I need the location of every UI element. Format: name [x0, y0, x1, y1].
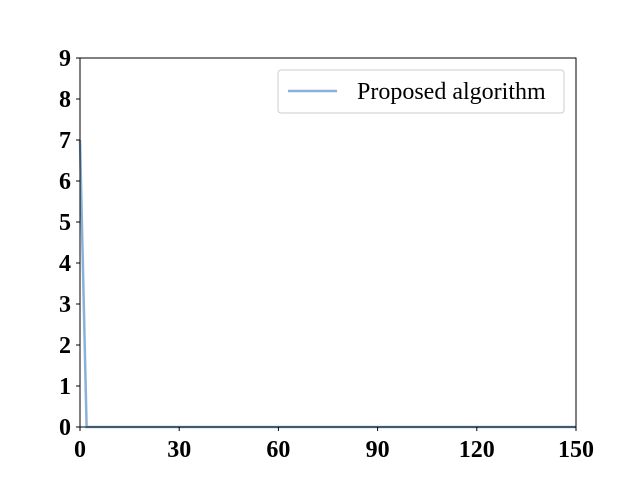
legend-label-proposed-algorithm: Proposed algorithm [357, 79, 546, 105]
y-tick-label: 2 [59, 333, 71, 359]
y-tick-label: 3 [59, 292, 71, 318]
y-tick-label: 7 [59, 128, 71, 154]
y-tick-label: 0 [59, 415, 71, 441]
y-tick-label: 6 [59, 169, 71, 195]
x-tick-label: 30 [167, 437, 191, 463]
plot-frame [79, 57, 577, 428]
series-line-0 [78, 139, 576, 429]
y-axis: 0 1 2 3 4 5 6 7 8 9 [59, 46, 80, 441]
y-tick-label: 8 [59, 87, 71, 113]
y-tick-label: 5 [59, 210, 71, 236]
legend-box [277, 69, 565, 114]
series-layer [78, 139, 576, 429]
legend: Proposed algorithm [277, 69, 565, 114]
y-tick-label: 9 [59, 46, 71, 72]
x-tick-label: 150 [558, 437, 594, 463]
x-tick-label: 0 [74, 437, 86, 463]
x-tick-label: 120 [459, 437, 495, 463]
x-tick-label: 90 [366, 437, 390, 463]
y-tick-label: 4 [59, 251, 71, 277]
x-tick-label: 60 [266, 437, 290, 463]
x-axis: 0 30 60 90 120 150 [74, 427, 594, 463]
y-tick-label: 1 [59, 374, 71, 400]
